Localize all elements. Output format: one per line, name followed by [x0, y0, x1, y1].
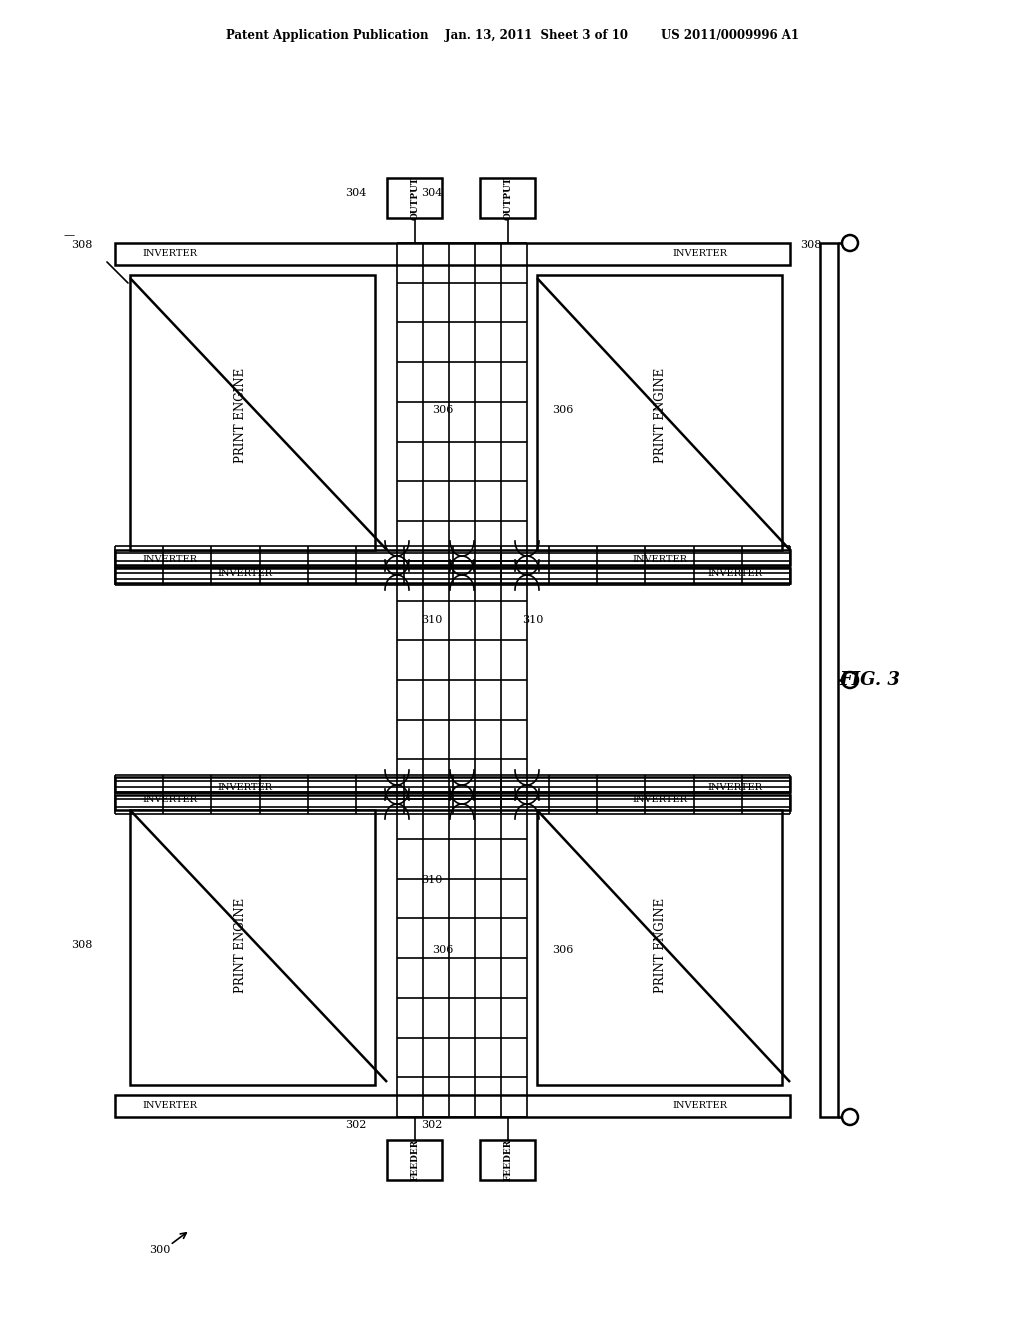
Text: —: —: [63, 230, 75, 240]
Text: 308: 308: [71, 940, 92, 950]
Text: 302: 302: [346, 1119, 367, 1130]
Text: INVERTER: INVERTER: [142, 249, 198, 259]
FancyBboxPatch shape: [130, 275, 375, 550]
Text: OUTPUT: OUTPUT: [411, 176, 420, 220]
Text: 310: 310: [421, 875, 442, 884]
Text: PRINT ENGINE: PRINT ENGINE: [233, 367, 247, 462]
FancyBboxPatch shape: [115, 568, 790, 583]
FancyBboxPatch shape: [115, 243, 790, 265]
FancyBboxPatch shape: [480, 178, 535, 218]
Text: PRINT ENGINE: PRINT ENGINE: [653, 898, 667, 993]
Text: FEEDER: FEEDER: [504, 1139, 512, 1181]
Text: FIG. 3: FIG. 3: [840, 671, 900, 689]
FancyBboxPatch shape: [820, 243, 838, 1117]
Text: 308: 308: [71, 240, 92, 249]
Text: 306: 306: [552, 405, 573, 414]
Text: 308: 308: [800, 240, 821, 249]
Text: 306: 306: [432, 405, 454, 414]
Text: INVERTER: INVERTER: [142, 556, 198, 565]
FancyBboxPatch shape: [115, 550, 790, 565]
Text: INVERTER: INVERTER: [217, 783, 272, 792]
Text: OUTPUT: OUTPUT: [504, 176, 512, 220]
Text: INVERTER: INVERTER: [708, 569, 763, 578]
Text: 304: 304: [421, 187, 442, 198]
FancyBboxPatch shape: [387, 1140, 442, 1180]
Text: 302: 302: [421, 1119, 442, 1130]
Text: INVERTER: INVERTER: [142, 796, 198, 804]
Text: INVERTER: INVERTER: [633, 796, 687, 804]
Text: 300: 300: [150, 1245, 171, 1255]
Text: INVERTER: INVERTER: [217, 569, 272, 578]
FancyBboxPatch shape: [115, 795, 790, 810]
Text: INVERTER: INVERTER: [673, 1101, 727, 1110]
Text: FEEDER: FEEDER: [411, 1139, 420, 1181]
Text: 306: 306: [432, 945, 454, 954]
FancyBboxPatch shape: [387, 178, 442, 218]
Text: 304: 304: [346, 187, 367, 198]
Text: INVERTER: INVERTER: [708, 783, 763, 792]
Text: Patent Application Publication    Jan. 13, 2011  Sheet 3 of 10        US 2011/00: Patent Application Publication Jan. 13, …: [225, 29, 799, 41]
Text: 306: 306: [552, 945, 573, 954]
Text: INVERTER: INVERTER: [633, 556, 687, 565]
Text: INVERTER: INVERTER: [142, 1101, 198, 1110]
Text: 310: 310: [421, 615, 442, 624]
FancyBboxPatch shape: [130, 810, 375, 1085]
FancyBboxPatch shape: [115, 777, 790, 792]
FancyBboxPatch shape: [115, 1096, 790, 1117]
FancyBboxPatch shape: [537, 810, 782, 1085]
Text: 310: 310: [522, 615, 544, 624]
Text: PRINT ENGINE: PRINT ENGINE: [653, 367, 667, 462]
Text: INVERTER: INVERTER: [673, 249, 727, 259]
FancyBboxPatch shape: [480, 1140, 535, 1180]
Text: PRINT ENGINE: PRINT ENGINE: [233, 898, 247, 993]
FancyBboxPatch shape: [537, 275, 782, 550]
